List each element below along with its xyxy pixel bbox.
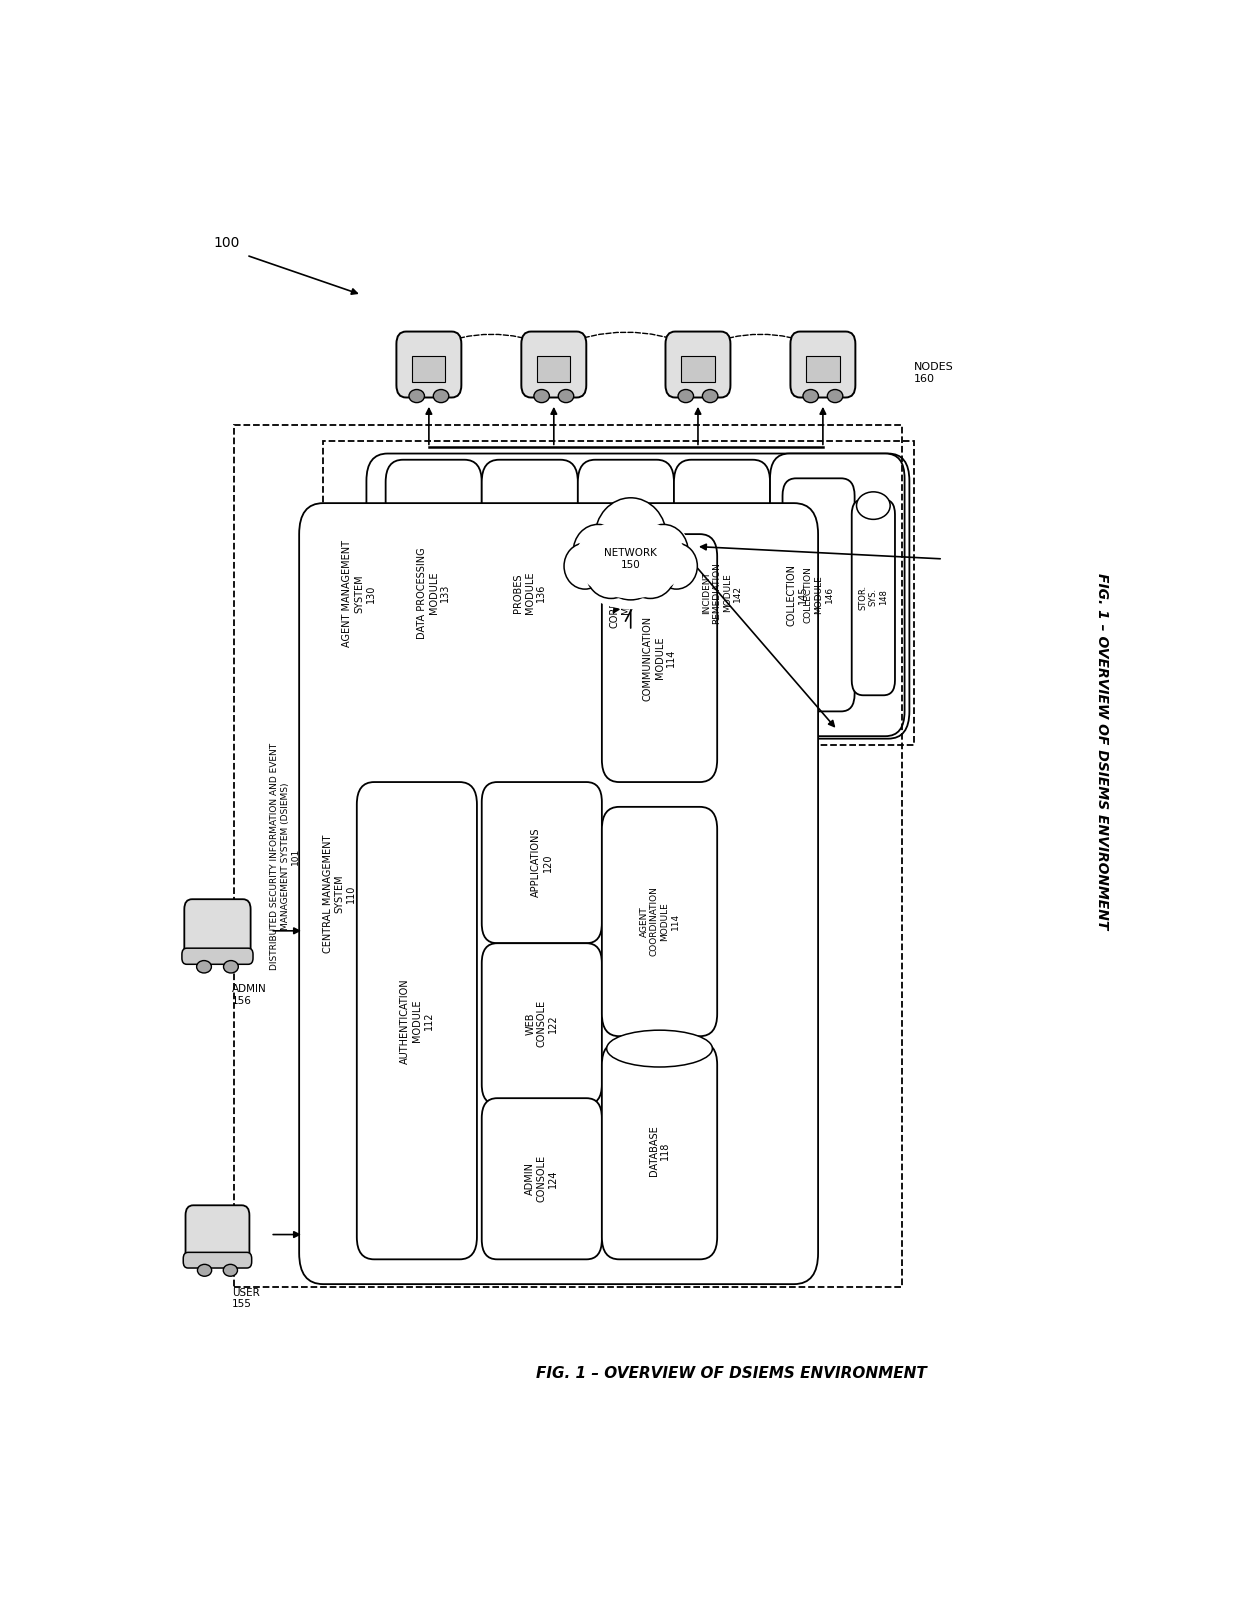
FancyBboxPatch shape [185,900,250,960]
FancyBboxPatch shape [770,454,905,736]
FancyBboxPatch shape [601,1042,717,1259]
Text: USER
155: USER 155 [232,1288,259,1309]
Ellipse shape [606,1030,713,1067]
Bar [412,356,445,383]
Text: AGENT MANAGEMENT
SYSTEM
130: AGENT MANAGEMENT SYSTEM 130 [342,539,376,647]
Bar [806,356,839,383]
Text: APPLICATIONS
120: APPLICATIONS 120 [531,828,553,897]
Ellipse shape [587,547,636,599]
FancyBboxPatch shape [299,502,818,1285]
Bar [234,425,901,1286]
Ellipse shape [857,491,890,520]
Text: AGENT
COORDINATION
MODULE
114: AGENT COORDINATION MODULE 114 [640,887,680,956]
Ellipse shape [605,554,657,601]
Ellipse shape [433,390,449,402]
FancyBboxPatch shape [601,535,717,782]
Text: COLLECTION
145: COLLECTION 145 [786,564,808,626]
Bar [681,356,714,383]
Text: INCIDENT
REMEDIATION
MODULE
142: INCIDENT REMEDIATION MODULE 142 [702,562,742,625]
Text: AUTHENTICATION
MODULE
112: AUTHENTICATION MODULE 112 [401,977,434,1064]
Ellipse shape [534,390,549,402]
Text: CENTRAL MANAGEMENT
SYSTEM
110: CENTRAL MANAGEMENT SYSTEM 110 [324,834,356,953]
Text: COMMUNICATION
MODULE
114: COMMUNICATION MODULE 114 [642,615,676,700]
FancyBboxPatch shape [481,782,601,943]
FancyBboxPatch shape [397,332,461,398]
Ellipse shape [678,390,693,402]
Ellipse shape [827,390,843,402]
Text: COLLECTION
MODULE
146: COLLECTION MODULE 146 [804,567,833,623]
Ellipse shape [558,390,574,402]
FancyBboxPatch shape [182,948,253,964]
Text: DATA PROCESSING
MODULE
133: DATA PROCESSING MODULE 133 [417,547,450,639]
Text: DISTRIBUTED SECURITY INFORMATION AND EVENT
MANAGEMENT SYSTEM (DSIEMS)
101: DISTRIBUTED SECURITY INFORMATION AND EVE… [270,742,300,969]
Text: WEB
CONSOLE
122: WEB CONSOLE 122 [526,1000,558,1048]
Ellipse shape [702,390,718,402]
Ellipse shape [595,497,667,576]
FancyBboxPatch shape [666,332,730,398]
Ellipse shape [197,1264,212,1277]
Ellipse shape [409,390,424,402]
FancyBboxPatch shape [852,499,895,696]
Ellipse shape [573,525,622,580]
FancyBboxPatch shape [481,943,601,1104]
FancyBboxPatch shape [184,1253,252,1269]
Text: CORRELATION
MODULE
139: CORRELATION MODULE 139 [609,559,642,628]
FancyBboxPatch shape [675,460,770,726]
FancyBboxPatch shape [790,332,856,398]
Text: DATABASE
118: DATABASE 118 [649,1125,671,1177]
Text: ADMIN
CONSOLE
124: ADMIN CONSOLE 124 [526,1156,558,1203]
Text: STOR.
SYS.
148: STOR. SYS. 148 [858,584,888,610]
FancyBboxPatch shape [601,807,717,1037]
FancyBboxPatch shape [782,478,854,712]
Text: NODES
160: NODES 160 [914,362,954,383]
Text: ADMIN
156: ADMIN 156 [232,984,267,1006]
Ellipse shape [639,525,688,580]
Ellipse shape [569,509,693,609]
Bar [537,356,570,383]
FancyBboxPatch shape [367,454,909,739]
Text: 100: 100 [213,235,241,250]
FancyBboxPatch shape [521,332,587,398]
Ellipse shape [804,390,818,402]
FancyBboxPatch shape [481,460,578,726]
FancyBboxPatch shape [386,460,481,726]
Bar [324,441,914,745]
FancyBboxPatch shape [578,460,675,726]
FancyBboxPatch shape [481,1098,601,1259]
Ellipse shape [656,543,697,589]
FancyBboxPatch shape [186,1206,249,1264]
Ellipse shape [564,543,606,589]
Ellipse shape [625,547,675,599]
Ellipse shape [575,520,686,599]
FancyBboxPatch shape [357,782,477,1259]
Text: PROBES
MODULE
136: PROBES MODULE 136 [513,572,547,615]
Ellipse shape [223,961,238,972]
Text: FIG. 1 – OVERVIEW OF DSIEMS ENVIRONMENT: FIG. 1 – OVERVIEW OF DSIEMS ENVIRONMENT [536,1365,928,1381]
Ellipse shape [197,961,211,972]
Text: NETWORK
150: NETWORK 150 [604,547,657,570]
Text: FIG. 1 – OVERVIEW OF DSIEMS ENVIRONMENT: FIG. 1 – OVERVIEW OF DSIEMS ENVIRONMENT [1095,573,1109,929]
Ellipse shape [223,1264,238,1277]
